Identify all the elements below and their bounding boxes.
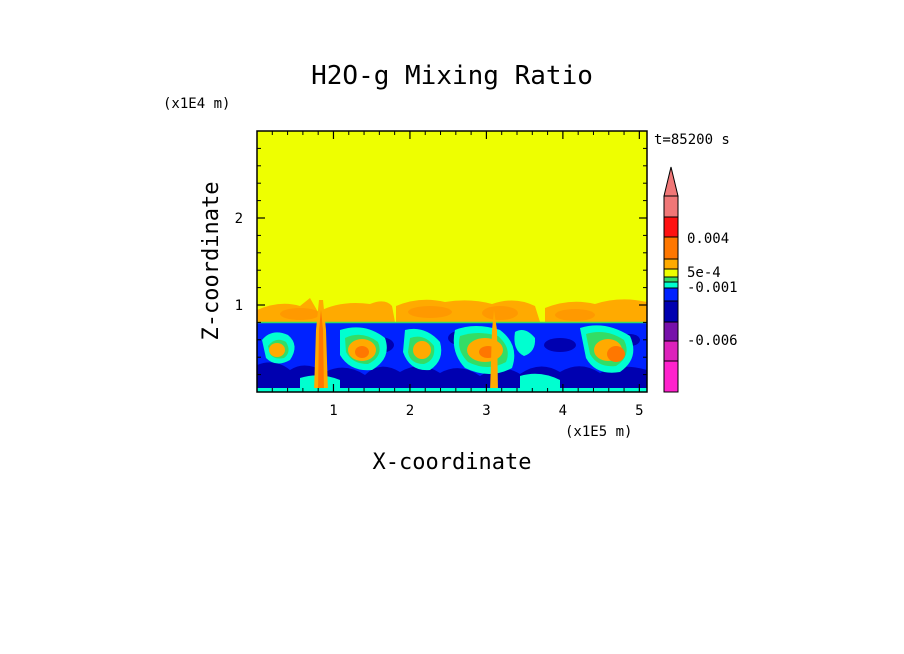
cb-yellow xyxy=(664,269,678,277)
y-tick-label: 2 xyxy=(235,211,243,227)
y-multiplier: (x1E4 m) xyxy=(163,96,230,112)
x-axis-ticks: 1 2 3 4 5 xyxy=(329,131,644,419)
vertical-plume xyxy=(314,300,498,392)
cb-blue xyxy=(664,288,678,301)
x-tick-label: 5 xyxy=(635,403,643,419)
cb-magenta xyxy=(664,341,678,361)
x-tick-label: 2 xyxy=(406,403,414,419)
x-multiplier: (x1E5 m) xyxy=(565,424,632,440)
time-label: t=85200 s xyxy=(654,132,730,148)
cb-cyan xyxy=(664,282,678,288)
y-tick-label: 1 xyxy=(235,298,243,314)
x-tick-label: 1 xyxy=(329,403,337,419)
colorbar-frame xyxy=(663,195,679,393)
cb-orange xyxy=(664,259,678,269)
contour-field xyxy=(257,131,647,392)
colorbar: 0.004 5e-4 -0.001 -0.006 xyxy=(663,166,738,393)
plume-top-highlights xyxy=(280,306,595,321)
colorbar-label-1: 5e-4 xyxy=(687,265,721,281)
minor-ticks xyxy=(257,131,647,392)
colorbar-dividers xyxy=(664,216,678,362)
colorbar-label-2: -0.001 xyxy=(687,280,738,296)
plot-frame xyxy=(256,130,648,393)
cb-navy xyxy=(664,301,678,322)
y-axis-label: Z-coordinate xyxy=(199,182,224,341)
cb-green xyxy=(664,277,678,282)
cb-dark-orange xyxy=(664,237,678,259)
chart-title: H2O-g Mixing Ratio xyxy=(311,61,593,91)
x-tick-label: 4 xyxy=(559,403,567,419)
colorbar-label-3: -0.006 xyxy=(687,333,738,349)
colorbar-arrow xyxy=(663,166,679,197)
cb-red xyxy=(664,217,678,237)
ground-strip xyxy=(257,388,647,392)
cb-pink xyxy=(664,196,678,217)
cb-hot-pink xyxy=(664,361,678,392)
x-tick-label: 3 xyxy=(482,403,490,419)
x-axis-label: X-coordinate xyxy=(373,450,532,475)
colorbar-label-0: 0.004 xyxy=(687,231,729,247)
cb-purple xyxy=(664,322,678,341)
y-axis-ticks: 12 xyxy=(235,211,647,314)
